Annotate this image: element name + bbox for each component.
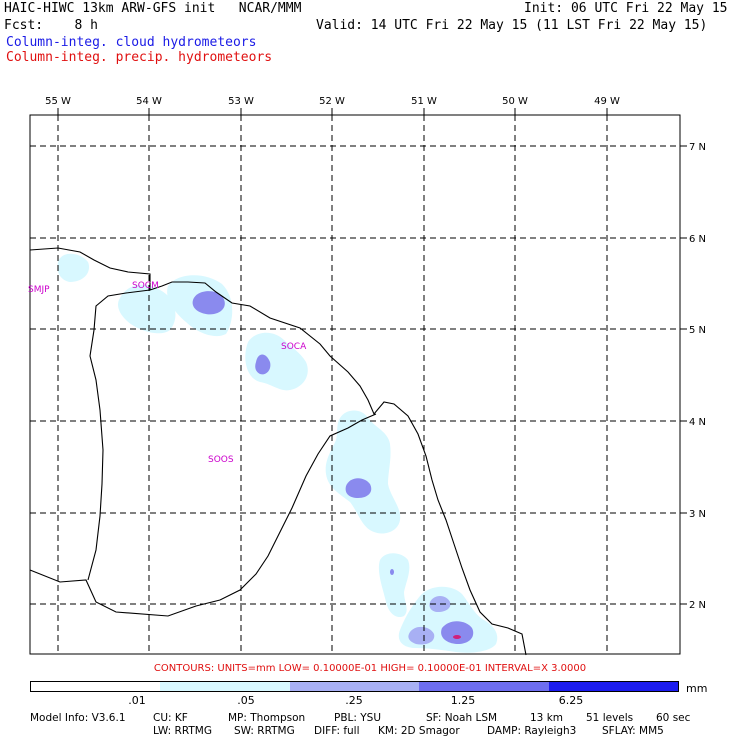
model-info-timestep: 60 sec [656, 712, 691, 724]
graticule [30, 115, 680, 654]
lat-label: 6 N [689, 234, 706, 245]
contours-info: CONTOURS: UNITS=mm LOW= 0.10000E-01 HIGH… [153, 663, 587, 674]
axis-ticks [57, 108, 687, 605]
legend-precip: Column-integ. precip. hydrometeors [6, 50, 273, 65]
model-info-levels: 51 levels [586, 712, 634, 724]
model-info-version: Model Info: V3.6.1 [30, 712, 126, 724]
model-info-cu: CU: KF [153, 712, 188, 724]
lat-label: 4 N [689, 417, 706, 428]
init-time: Init: 06 UTC Fri 22 May 15 [524, 1, 728, 16]
station-label: SMJP [28, 285, 50, 295]
legend-cloud: Column-integ. cloud hydrometeors [6, 35, 257, 50]
colorbar-label: 6.25 [558, 694, 584, 707]
forecast-hour: Fcst: 8 h [4, 18, 98, 33]
plot-title: HAIC-HIWC 13km ARW-GFS init NCAR/MMM [4, 1, 302, 16]
lon-label: 50 W [502, 96, 528, 107]
colorbar-bin [548, 682, 679, 691]
coastline [29, 247, 527, 656]
colorbar-bin [289, 682, 420, 691]
model-info-sf: SF: Noah LSM [426, 712, 498, 724]
valid-time: Valid: 14 UTC Fri 22 May 15 (11 LST Fri … [316, 18, 708, 33]
lon-label: 55 W [45, 96, 71, 107]
model-info-mp: MP: Thompson [228, 712, 306, 724]
colorbar-bin [31, 682, 161, 691]
model-info-sflay: SFLAY: MM5 [602, 725, 664, 737]
lon-label: 52 W [319, 96, 345, 107]
lon-label: 51 W [411, 96, 437, 107]
lat-label: 7 N [689, 142, 706, 153]
colorbar-label: .25 [345, 694, 363, 707]
model-info-res: 13 km [530, 712, 564, 724]
map-frame [29, 114, 681, 655]
station-label: SOCA [281, 342, 307, 352]
colorbar-bin [160, 682, 290, 691]
model-info-damp: DAMP: Rayleigh3 [487, 725, 577, 737]
colorbar [30, 681, 679, 692]
colorbar-label: 1.25 [450, 694, 476, 707]
lon-label: 54 W [136, 96, 162, 107]
colorbar-bin [419, 682, 549, 691]
model-info-lw: LW: RRTMG [153, 725, 212, 737]
model-info-pbl: PBL: YSU [334, 712, 382, 724]
station-label: SOOS [208, 455, 234, 465]
cloud-shading [57, 253, 498, 653]
station-label: SOCM [132, 281, 159, 291]
model-info-km: KM: 2D Smagor [378, 725, 460, 737]
colorbar-unit: mm [686, 682, 708, 695]
lon-label: 49 W [594, 96, 620, 107]
colorbar-label: .01 [128, 694, 146, 707]
lat-label: 5 N [689, 325, 706, 336]
lat-label: 2 N [689, 600, 706, 611]
model-info-sw: SW: RRTMG [234, 725, 295, 737]
lon-label: 53 W [228, 96, 254, 107]
model-info-diff: DIFF: full [314, 725, 360, 737]
colorbar-label: .05 [237, 694, 255, 707]
lat-label: 3 N [689, 509, 706, 520]
precip-shading [192, 291, 474, 645]
